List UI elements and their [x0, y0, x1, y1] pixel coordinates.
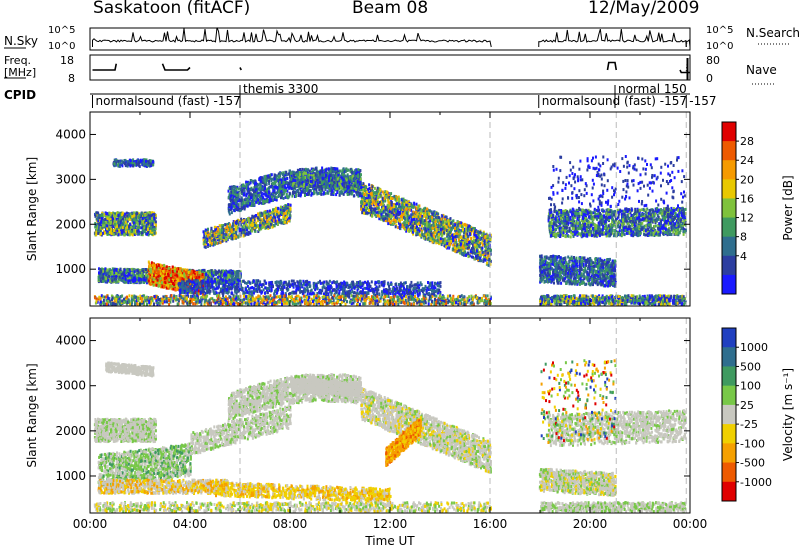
velocity-panel-colorbar-label: Velocity [m s⁻¹] — [781, 368, 795, 461]
nave-label: Nave — [746, 63, 777, 77]
power-panel-colorbar-swatch-3 — [722, 179, 736, 199]
search-noise-label: N.Search — [746, 26, 800, 40]
power-panel-colorbar-swatch-6 — [722, 237, 736, 257]
velocity-panel-cbtick-0: 1000 — [740, 341, 768, 354]
velocity-panel-ytick-1: 2000 — [55, 424, 86, 438]
beam-title: Beam 08 — [352, 0, 428, 18]
sky-tick-high-left: 10^5 — [48, 25, 75, 36]
xtick-label-5: 20:00 — [573, 517, 608, 531]
xtick-label-6: 00:00 — [673, 517, 708, 531]
power-panel-cbtick-2: 20 — [740, 173, 754, 186]
power-panel-cbtick-0: 28 — [740, 135, 754, 148]
velocity-panel-cbtick-1: 500 — [740, 360, 761, 373]
freq-tick-8: 8 — [68, 72, 75, 85]
cpid-program-4: -157 — [689, 94, 716, 108]
sky-noise-trace-0 — [93, 28, 492, 47]
power-panel-cbtick-4: 12 — [740, 212, 754, 225]
radar-summary-plot: N.Sky10^510^010^510^0N.SearchFreq.[MHz]1… — [0, 0, 800, 554]
velocity-panel-ylabel: Slant Range [km] — [25, 363, 39, 467]
nave-tick-0: 0 — [706, 72, 713, 85]
cpid-label: CPID — [4, 88, 36, 102]
xtick-label-0: 00:00 — [73, 517, 108, 531]
power-panel-colorbar-label: Power [dB] — [781, 175, 795, 240]
power-panel-cbtick-1: 24 — [740, 154, 754, 167]
power-panel-ytick-3: 4000 — [55, 127, 86, 141]
velocity-panel-colorbar-swatch-0 — [722, 328, 736, 348]
power-panel-colorbar-swatch-1 — [722, 141, 736, 161]
power-panel: 1000 2000 3000 4000 Slant Range [km] 28 24 20 16… — [25, 112, 795, 306]
freq-tick-18: 18 — [60, 54, 74, 67]
date-title: 12/May/2009 — [588, 0, 700, 18]
freq-label-line2: [MHz] — [4, 66, 36, 79]
sky-tick-low-left: 10^0 — [48, 41, 75, 52]
velocity-panel-cbtick-7: -1000 — [740, 476, 772, 489]
velocity-panel-ytick-0: 1000 — [55, 469, 86, 483]
velocity-panel-colorbar-swatch-3 — [722, 386, 736, 406]
velocity-panel-cbtick-5: -100 — [740, 437, 765, 450]
power-panel-cbtick-6: 4 — [740, 250, 747, 263]
station-title: Saskatoon (fitACF) — [93, 0, 250, 18]
xtick-label-4: 16:00 — [473, 517, 508, 531]
cpid-program-0: normalsound (fast) -157 — [96, 94, 241, 108]
xtick-label-2: 08:00 — [273, 517, 308, 531]
velocity-panel-colorbar-swatch-2 — [722, 366, 736, 386]
power-panel-colorbar-swatch-8 — [722, 275, 736, 295]
nave-tick-80: 80 — [706, 54, 720, 67]
velocity-panel-colorbar-swatch-1 — [722, 347, 736, 367]
velocity-panel-colorbar-swatch-8 — [722, 482, 736, 502]
power-panel-ytick-1: 2000 — [55, 217, 86, 231]
power-panel-colorbar-swatch-4 — [722, 198, 736, 218]
velocity-panel-colorbar-swatch-6 — [722, 443, 736, 463]
power-panel-cbtick-3: 16 — [740, 192, 754, 205]
velocity-panel-cbtick-2: 100 — [740, 380, 761, 393]
velocity-panel-ytick-2: 3000 — [55, 379, 86, 393]
sky-noise-label: N.Sky — [4, 34, 38, 48]
sky-tick-low-right: 10^0 — [706, 41, 733, 52]
velocity-panel-cbtick-3: 25 — [740, 399, 754, 412]
sky-noise-trace-1 — [539, 29, 687, 47]
velocity-panel-colorbar-swatch-7 — [722, 463, 736, 483]
power-panel-ylabel: Slant Range [km] — [25, 157, 39, 261]
power-panel-cbtick-5: 8 — [740, 231, 747, 244]
velocity-panel-colorbar-swatch-4 — [722, 405, 736, 425]
power-panel-colorbar-swatch-5 — [722, 218, 736, 238]
power-panel-ytick-2: 3000 — [55, 172, 86, 186]
power-panel-colorbar-swatch-7 — [722, 256, 736, 276]
velocity-panel-colorbar-swatch-5 — [722, 424, 736, 444]
velocity-panel-cbtick-6: -500 — [740, 457, 765, 470]
power-panel-colorbar-swatch-2 — [722, 160, 736, 180]
frequency-trace — [93, 63, 691, 73]
velocity-panel-cbtick-4: -25 — [740, 418, 758, 431]
power-panel-colorbar-swatch-0 — [722, 122, 736, 142]
velocity-panel-ytick-3: 4000 — [55, 334, 86, 348]
cpid-program-1: themis 3300 — [243, 82, 318, 96]
sky-tick-high-right: 10^5 — [706, 25, 733, 36]
velocity-panel: 1000 2000 3000 4000 Slant Range [km] 1000 500 1… — [25, 318, 795, 513]
x-axis-label: Time UT — [364, 534, 415, 548]
frequency-frame — [90, 55, 690, 80]
cpid-program-3: normal 150 — [618, 82, 687, 96]
cpid-program-2: normalsound (fast) -157 — [542, 94, 687, 108]
power-panel-ytick-0: 1000 — [55, 262, 86, 276]
xtick-label-1: 04:00 — [173, 517, 208, 531]
xtick-label-3: 12:00 — [373, 517, 408, 531]
